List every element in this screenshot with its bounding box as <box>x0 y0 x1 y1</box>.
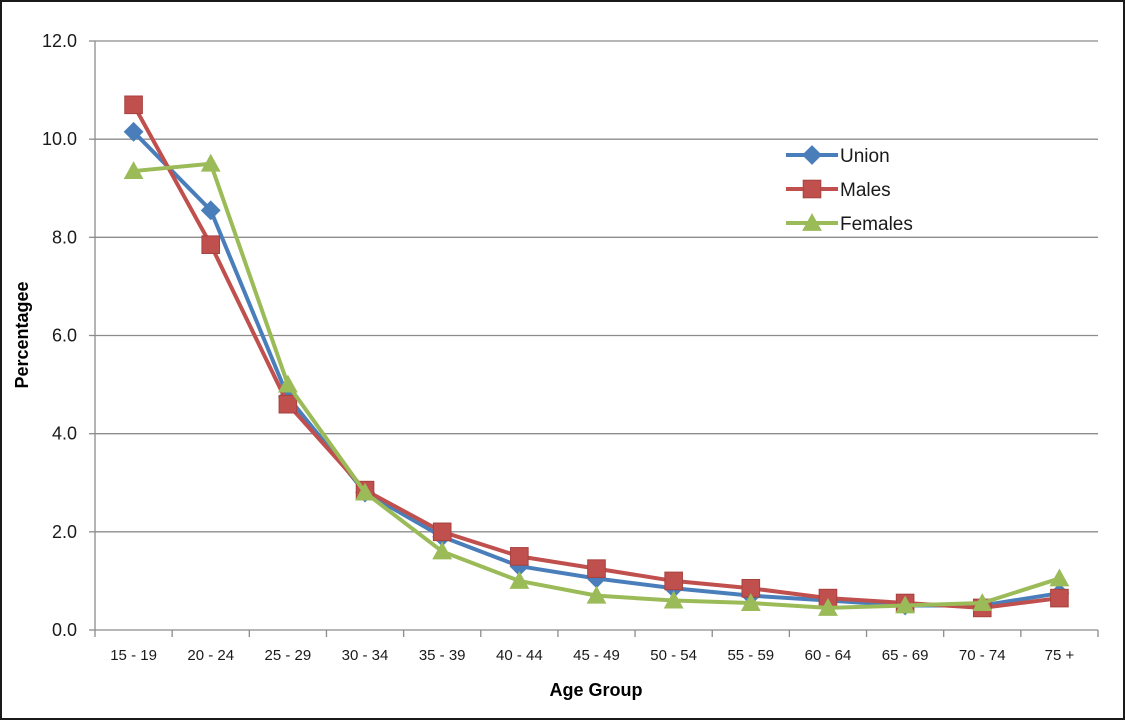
x-axis-title: Age Group <box>550 680 643 700</box>
series-line <box>133 161 1061 610</box>
legend-swatch-marker <box>802 179 822 199</box>
y-axis-title: Percentagee <box>12 281 32 388</box>
data-point <box>586 585 607 604</box>
data-point <box>663 590 684 609</box>
data-point <box>432 522 452 542</box>
x-tick-label: 65 - 69 <box>882 647 929 664</box>
x-tick-label: 35 - 39 <box>419 647 466 664</box>
y-tick-label: 12.0 <box>42 31 77 51</box>
data-point <box>895 595 916 614</box>
data-point <box>277 374 298 393</box>
x-tick-label: 75 + <box>1045 647 1075 664</box>
axes: 0.0 2.0 4.0 6.0 8.0 10.0 12.0 15 - 19 20 - 24 25 … <box>42 31 1099 664</box>
x-tick-label: 40 - 44 <box>496 647 543 664</box>
x-tick-label: 25 - 29 <box>265 647 312 664</box>
x-tick-label: 60 - 64 <box>805 647 852 664</box>
y-tick-label: 4.0 <box>52 424 77 444</box>
data-point <box>509 570 530 589</box>
y-tick-label: 6.0 <box>52 326 77 346</box>
data-point <box>201 235 221 254</box>
legend-label: Females <box>840 214 913 235</box>
gridlines <box>95 40 1098 533</box>
data-point <box>972 593 993 611</box>
data-point <box>124 95 143 115</box>
data-point <box>200 153 221 172</box>
legend-swatch-marker <box>802 145 822 165</box>
legend-item: Males <box>786 179 891 201</box>
legend-label: Union <box>840 146 890 167</box>
data-point <box>278 394 298 414</box>
x-tick-label: 70 - 74 <box>959 647 1006 664</box>
data-point <box>1049 568 1070 587</box>
legend-label: Males <box>840 180 891 201</box>
x-tick-label: 15 - 19 <box>110 647 157 664</box>
x-tick-label: 55 - 59 <box>727 647 774 664</box>
legend-item: Union <box>786 145 890 167</box>
data-point <box>818 597 838 616</box>
data-point <box>200 200 221 221</box>
legend: Union Males Females <box>786 145 913 235</box>
series-union <box>123 121 1070 616</box>
legend-item: Females <box>786 213 913 235</box>
data-point <box>664 571 683 591</box>
data-point <box>432 541 453 560</box>
legend-swatch-marker <box>802 213 822 231</box>
data-point <box>1050 588 1069 608</box>
y-tick-label: 0.0 <box>52 620 77 640</box>
x-tick-label: 20 - 24 <box>187 647 234 664</box>
series-females <box>123 153 1070 616</box>
y-tick-label: 8.0 <box>52 227 77 247</box>
y-tick-label: 10.0 <box>42 129 77 149</box>
data-point <box>355 482 375 501</box>
series-males <box>124 95 1069 618</box>
series-lines <box>123 95 1070 618</box>
data-point <box>510 547 529 566</box>
x-tick-label: 30 - 34 <box>342 647 389 664</box>
data-point <box>123 161 144 180</box>
y-tick-label: 2.0 <box>52 522 77 542</box>
data-point <box>740 593 761 611</box>
x-tick-label: 45 - 49 <box>573 647 620 664</box>
data-point <box>587 559 606 578</box>
x-tick-label: 50 - 54 <box>650 647 697 664</box>
